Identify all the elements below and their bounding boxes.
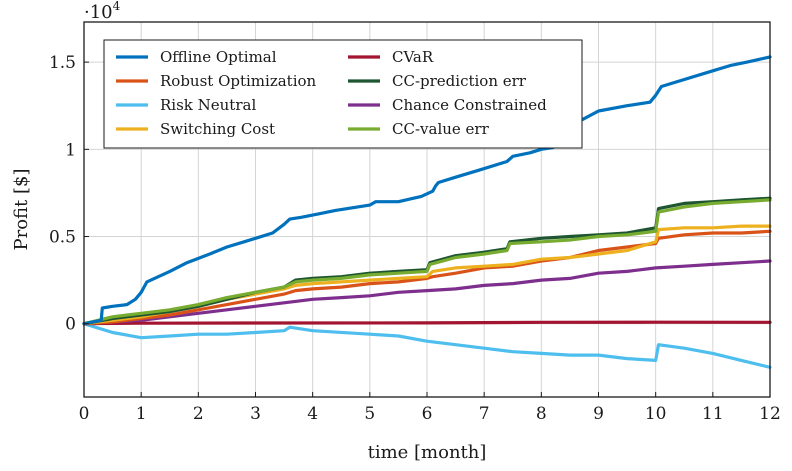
y-tick-label: 0.5 — [49, 228, 76, 248]
x-tick-label: 9 — [593, 404, 604, 424]
x-tick-label: 3 — [250, 404, 261, 424]
x-tick-label: 5 — [364, 404, 375, 424]
x-tick-label: 4 — [307, 404, 318, 424]
legend-box — [103, 39, 583, 149]
legend-label: Switching Cost — [160, 120, 275, 138]
y-tick-label: 1 — [65, 140, 76, 160]
y-exponent-label: ·104 — [84, 0, 121, 23]
legend-label: Offline Optimal — [160, 48, 277, 66]
x-axis-label: time [month] — [368, 442, 487, 463]
legend-label: Risk Neutral — [160, 96, 256, 114]
x-tick-label: 10 — [645, 404, 667, 424]
x-tick-label: 11 — [702, 404, 724, 424]
series-line-risk-neutral — [82, 322, 772, 369]
y-exponent-power: 4 — [113, 0, 121, 13]
series-line-offline-optimal — [82, 55, 772, 326]
legend-label: Robust Optimization — [160, 72, 317, 90]
legend-label: CVaR — [392, 48, 434, 66]
x-tick-label: 1 — [136, 404, 147, 424]
x-tick-label: 0 — [79, 404, 90, 424]
svg-text:·104: ·104 — [84, 0, 121, 23]
x-tick-label: 8 — [536, 404, 547, 424]
y-tick-label: 0 — [65, 315, 76, 335]
series-line-cc-value-err — [82, 198, 772, 326]
x-tick-label: 2 — [193, 404, 204, 424]
x-tick-label: 12 — [759, 404, 781, 424]
y-exponent-base: ·10 — [84, 2, 113, 23]
x-tick-label: 7 — [479, 404, 490, 424]
series-line-cvar — [82, 320, 772, 326]
x-tick-label: 6 — [422, 404, 433, 424]
legend-label: CC-value err — [392, 120, 490, 138]
series-line-chance-constrained — [82, 259, 772, 326]
legend-label: Chance Constrained — [392, 96, 547, 114]
y-tick-label: 1.5 — [49, 53, 76, 73]
legend-label: CC-prediction err — [392, 72, 527, 90]
series-layer — [82, 55, 772, 369]
y-axis-label: Profit [$] — [11, 168, 32, 250]
legend: Offline Optimal CVaR Robust Optimization CC… — [103, 39, 583, 149]
